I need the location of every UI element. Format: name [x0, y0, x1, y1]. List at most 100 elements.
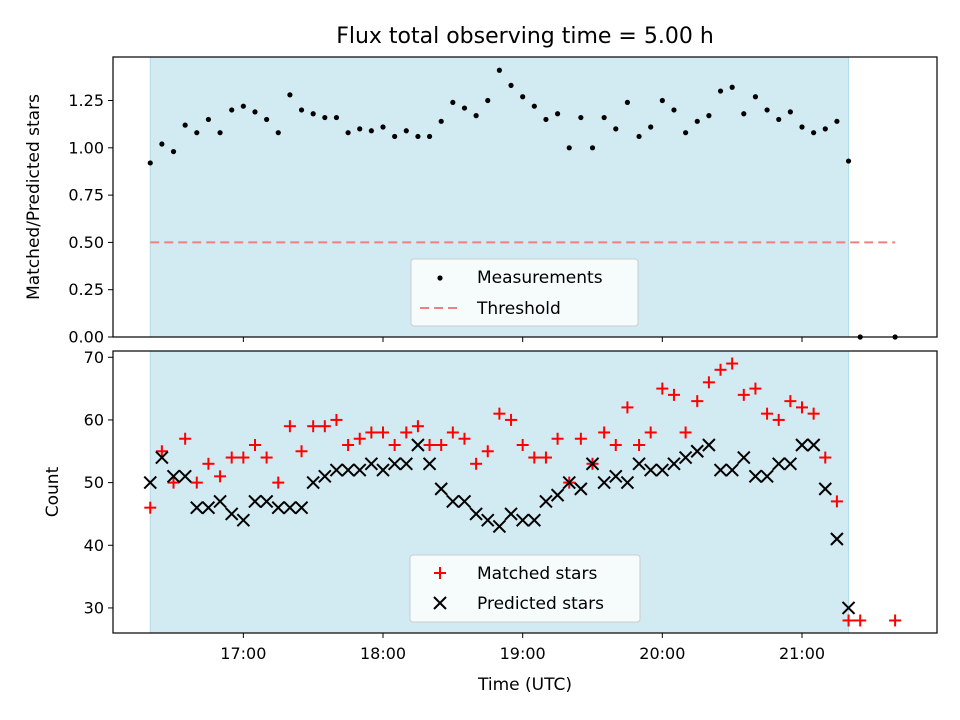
measurement-point — [648, 124, 654, 130]
predicted-star-point — [539, 494, 553, 509]
predicted-star-point — [248, 494, 262, 509]
measurement-point — [659, 97, 665, 104]
matched-star-point — [772, 413, 785, 426]
predicted-star-point — [737, 450, 751, 465]
matched-star-point — [248, 439, 261, 451]
matched-star-point — [295, 445, 308, 458]
measurement-point — [845, 158, 852, 164]
bottom-x-tick-label: 17:00 — [220, 644, 266, 663]
predicted-star-point — [481, 513, 495, 527]
predicted-star-point — [341, 463, 355, 477]
predicted-star-point — [155, 450, 169, 465]
matched-star-point — [633, 439, 646, 451]
bottom-y-tick-label: 50 — [84, 473, 104, 492]
matched-star-point — [225, 451, 238, 464]
bottom-legend-box — [409, 554, 641, 623]
measurement-point — [205, 116, 212, 123]
measurement-point — [717, 88, 724, 94]
predicted-star-point — [259, 494, 274, 509]
matched-star-point — [400, 426, 413, 439]
top-y-axis-label: Matched/Predicted stars — [24, 94, 44, 300]
legend-predicted-marker — [433, 596, 447, 610]
matched-star-point — [889, 614, 902, 627]
matched-star-point — [609, 439, 622, 451]
matched-star-point — [679, 426, 692, 439]
legend-measurements-marker — [437, 275, 443, 281]
measurement-point — [450, 99, 456, 106]
bottom-y-tick-label: 70 — [84, 348, 104, 367]
matched-star-point — [830, 495, 843, 508]
bottom-y-tick-label: 30 — [84, 598, 104, 617]
predicted-star-point — [422, 457, 437, 471]
bottom-y-tick-label: 60 — [84, 410, 104, 429]
predicted-star-point — [492, 519, 507, 534]
measurement-point — [147, 160, 153, 166]
predicted-star-point — [806, 438, 821, 452]
measurement-point — [822, 126, 828, 132]
measurement-point — [508, 82, 514, 88]
measurement-point — [438, 118, 444, 124]
matched-star-point — [470, 457, 483, 470]
matched-star-point — [318, 420, 331, 433]
bottom-x-tick-label: 21:00 — [779, 644, 825, 663]
predicted-star-point — [411, 438, 425, 452]
measurement-point — [706, 113, 712, 119]
bottom-y-tick-label: 40 — [84, 536, 104, 555]
matched-star-point — [377, 426, 390, 439]
top-y-tick-label: 1.00 — [68, 138, 104, 157]
matched-star-point — [342, 439, 355, 451]
top-panel: 0.00 0.25 0.50 0.75 1.00 1.25 Matched/Predict… — [24, 56, 938, 347]
predicted-star-point — [713, 463, 728, 477]
measurement-point — [415, 133, 421, 140]
bottom-axes-frame — [112, 350, 938, 634]
measurement-point — [566, 145, 572, 151]
predicted-star-point — [469, 507, 483, 521]
measurement-point — [578, 114, 584, 121]
predicted-star-point — [690, 444, 704, 458]
measurement-point — [485, 97, 491, 104]
measurement-point — [624, 99, 631, 106]
measurement-point — [461, 105, 468, 111]
top-y-tick-label: 0.00 — [68, 328, 104, 347]
legend-matched-label: Matched stars — [477, 564, 597, 584]
measurement-point — [741, 111, 747, 117]
matched-star-point — [353, 432, 366, 445]
predicted-star-point — [585, 457, 600, 471]
matched-star-point — [493, 407, 506, 420]
predicted-star-point — [201, 500, 216, 515]
predicted-star-point — [655, 463, 670, 477]
measurement-point — [333, 114, 340, 121]
legend-threshold-label: Threshold — [476, 299, 561, 319]
measurement-point — [392, 133, 398, 140]
measurement-point — [426, 133, 433, 140]
top-legend: Measurements Threshold — [410, 258, 639, 327]
matched-star-point — [726, 357, 739, 370]
matched-star-point — [784, 395, 797, 408]
predicted-star-point — [457, 494, 472, 509]
matched-star-point — [272, 476, 285, 489]
predicted-star-point — [678, 450, 693, 465]
predicted-star-points — [143, 438, 856, 615]
matched-star-point — [283, 420, 296, 433]
predicted-star-point — [818, 482, 832, 496]
measurement-point — [322, 114, 328, 121]
measurement-point — [380, 124, 386, 130]
matched-star-point — [528, 451, 541, 464]
predicted-star-point — [702, 438, 716, 452]
predicted-star-point — [725, 463, 739, 477]
measurement-point — [636, 133, 642, 140]
measurement-point — [170, 148, 177, 155]
predicted-star-point — [760, 469, 774, 484]
matched-star-point — [505, 413, 518, 426]
matched-star-point — [481, 445, 494, 458]
matched-star-point — [446, 426, 459, 439]
measurement-point — [287, 92, 293, 98]
predicted-star-point — [562, 475, 576, 490]
measurement-point — [554, 111, 561, 117]
legend-matched-marker — [434, 567, 446, 579]
matched-star-point — [307, 420, 320, 433]
predicted-star-point — [574, 482, 588, 496]
matched-star-point — [854, 614, 867, 627]
matched-star-point — [539, 451, 552, 464]
matched-star-point — [621, 401, 634, 414]
